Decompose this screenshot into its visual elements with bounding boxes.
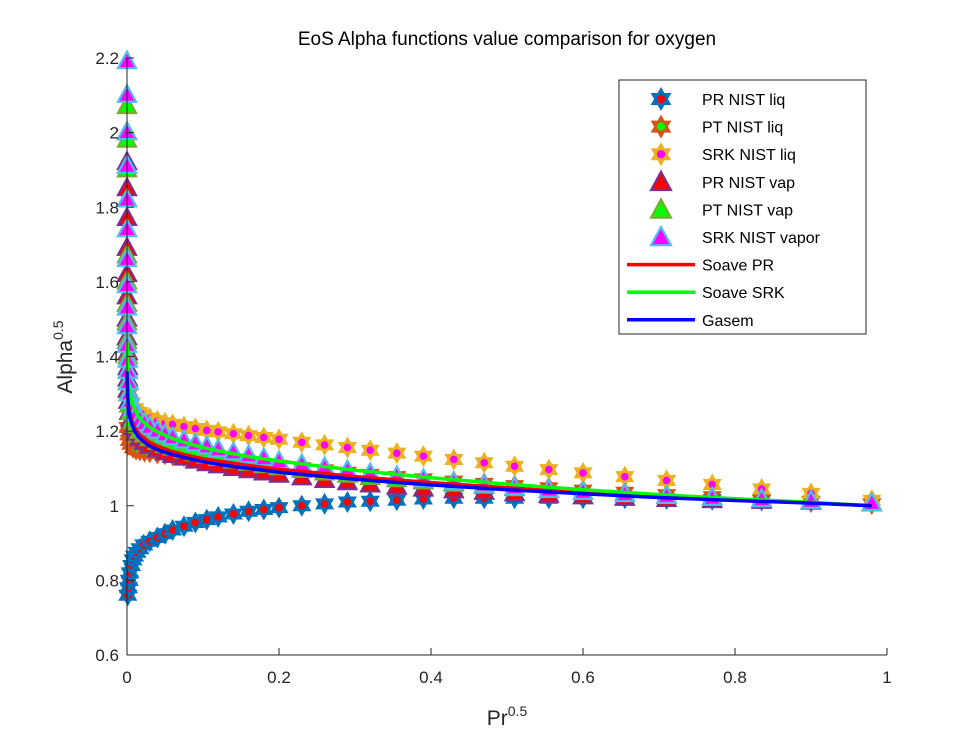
data-point [444, 448, 464, 471]
data-point [208, 420, 228, 443]
data-point [315, 492, 335, 515]
y-tick-label: 1.2 [95, 422, 119, 441]
legend-item: PR NIST vap [649, 169, 795, 192]
y-tick-label: 2 [110, 124, 119, 143]
y-tick-label: 1.8 [95, 198, 119, 217]
data-point [573, 461, 593, 484]
legend-item: Soave SRK [627, 285, 785, 302]
legend-item: PT NIST vap [649, 197, 793, 219]
x-axis-label-main: Pr [487, 707, 508, 730]
x-ticks: 0 0.2 0.4 0.6 0.8 1 [122, 648, 892, 687]
series-line-gasem [125, 371, 872, 508]
legend-swatch [650, 142, 672, 167]
data-point [223, 422, 243, 445]
legend-label: PR NIST liq [702, 92, 785, 109]
x-axis-label: Pr0.5 [487, 703, 528, 730]
x-tick-label: 1 [882, 668, 891, 687]
legend-item: Soave PR [627, 258, 774, 275]
legend-swatch [649, 197, 673, 219]
data-point [254, 426, 274, 449]
y-tick-label: 0.8 [95, 571, 119, 590]
data-point [615, 465, 635, 488]
legend-swatch [650, 86, 672, 112]
legend-label: Gasem [702, 313, 754, 330]
data-point [360, 490, 380, 513]
data-point [239, 500, 259, 523]
data-point [269, 428, 289, 451]
legend-item: SRK NIST vapor [649, 224, 821, 247]
legend-item: PR NIST liq [650, 86, 785, 112]
legend-swatch [650, 114, 672, 139]
legend-item: SRK NIST liq [650, 142, 796, 167]
x-tick-label: 0.6 [571, 668, 595, 687]
data-point [337, 491, 357, 513]
legend-label: Soave PR [702, 258, 774, 275]
data-point [387, 442, 407, 465]
legend-swatch [649, 169, 673, 192]
legend: PR NIST liq PT NIST liq SRK NIST liq PR NIS… [618, 79, 867, 335]
series-gasem [125, 371, 872, 508]
data-point [413, 445, 433, 468]
y-tick-label: 2.2 [95, 49, 119, 68]
series-soave-srk [125, 341, 872, 508]
data-point [208, 505, 228, 528]
chart-title: EoS Alpha functions value comparison for… [298, 29, 716, 50]
y-tick-label: 1.6 [95, 273, 119, 292]
y-axis-label: Alpha0.5 [50, 320, 77, 393]
data-point [269, 496, 289, 519]
legend-label: SRK NIST liq [702, 147, 796, 164]
data-point [474, 451, 494, 474]
y-ticks: 0.6 0.8 1 1.2 1.4 1.6 1.8 2 2.2 [95, 49, 134, 665]
x-tick-label: 0.8 [723, 668, 747, 687]
data-point [360, 439, 380, 462]
legend-label: PR NIST vap [702, 175, 795, 192]
legend-item: PT NIST liq [650, 114, 783, 139]
y-tick-label: 1.4 [95, 348, 119, 367]
y-tick-label: 1 [110, 497, 119, 516]
series-layer [116, 49, 883, 607]
legend-item: Gasem [627, 313, 754, 330]
y-axis-label-sup: 0.5 [50, 320, 66, 340]
y-axis-label-main: Alpha [54, 340, 77, 394]
data-point [337, 436, 357, 459]
legend-label: PT NIST liq [702, 120, 783, 137]
legend-swatch [649, 224, 673, 247]
data-point [505, 455, 525, 478]
data-point [387, 489, 407, 512]
series-line-soave-srk [125, 341, 872, 508]
x-tick-label: 0.2 [267, 668, 291, 687]
y-tick-label: 0.6 [95, 646, 119, 665]
x-tick-label: 0.4 [419, 668, 443, 687]
x-tick-label: 0 [122, 668, 131, 687]
legend-label: SRK NIST vapor [702, 230, 821, 247]
data-point [239, 424, 259, 447]
legend-items: PR NIST liq PT NIST liq SRK NIST liq PR NIS… [627, 86, 821, 330]
data-point [315, 433, 335, 456]
data-point [292, 431, 312, 454]
data-point [254, 498, 274, 521]
data-point [292, 494, 312, 517]
data-point [223, 503, 243, 525]
legend-label: Soave SRK [702, 285, 785, 302]
legend-label: PT NIST vap [702, 202, 793, 219]
x-axis-label-sup: 0.5 [508, 703, 528, 719]
data-point [539, 458, 559, 481]
